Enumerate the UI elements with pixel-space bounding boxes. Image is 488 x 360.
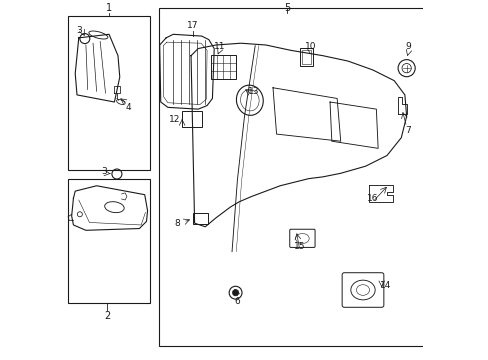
Text: 8: 8 [174, 219, 179, 228]
Text: 12: 12 [169, 115, 181, 124]
Text: 6: 6 [234, 297, 240, 306]
FancyBboxPatch shape [289, 229, 314, 247]
Text: 2: 2 [104, 311, 110, 321]
Text: 5: 5 [284, 3, 290, 13]
Text: 1: 1 [106, 3, 112, 13]
FancyBboxPatch shape [342, 273, 383, 307]
Bar [68, 179, 150, 303]
Text: 7: 7 [405, 126, 410, 135]
Circle shape [232, 289, 238, 296]
Text: 11: 11 [213, 42, 225, 51]
Bar [301, 50, 311, 64]
Text: 13: 13 [247, 87, 259, 96]
Bar [192, 213, 207, 224]
Text: 14: 14 [379, 281, 390, 290]
Text: 3: 3 [101, 167, 106, 176]
Text: 4: 4 [125, 103, 131, 112]
Text: 9: 9 [405, 42, 410, 51]
Text: 3: 3 [76, 26, 81, 35]
Text: 15: 15 [293, 242, 305, 251]
Bar [182, 111, 202, 127]
Bar [210, 55, 236, 79]
Text: 16: 16 [366, 194, 378, 203]
Text: 10: 10 [304, 42, 316, 51]
Text: 17: 17 [187, 21, 198, 30]
Bar [68, 17, 150, 170]
Bar [299, 48, 313, 66]
